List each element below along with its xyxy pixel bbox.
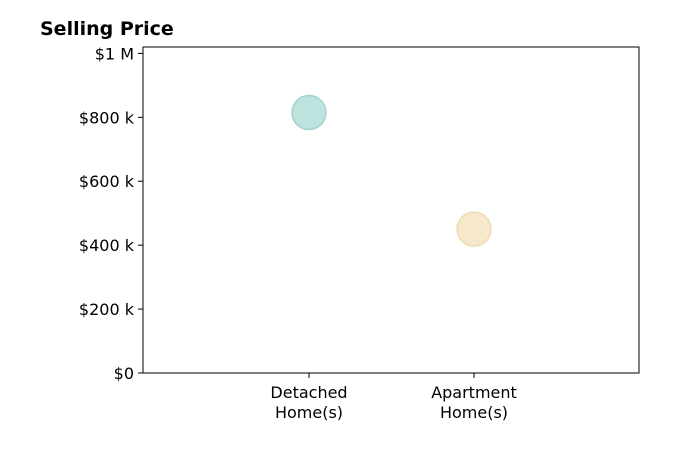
y-tick-label: $400 k [79, 236, 135, 255]
y-tick-label: $200 k [79, 300, 135, 319]
y-tick-label: $600 k [79, 172, 135, 191]
plot-area [142, 46, 640, 374]
y-tick-label: $1 M [95, 44, 134, 63]
data-point-detached-homes [291, 94, 327, 131]
x-tick-label: Detached Home(s) [270, 383, 347, 422]
data-point-apartment-homes [456, 211, 492, 247]
y-tick-label: $800 k [79, 108, 135, 127]
chart-title: Selling Price [40, 18, 174, 40]
x-tick-label: Apartment Home(s) [431, 383, 517, 422]
y-tick-label: $0 [114, 364, 134, 383]
